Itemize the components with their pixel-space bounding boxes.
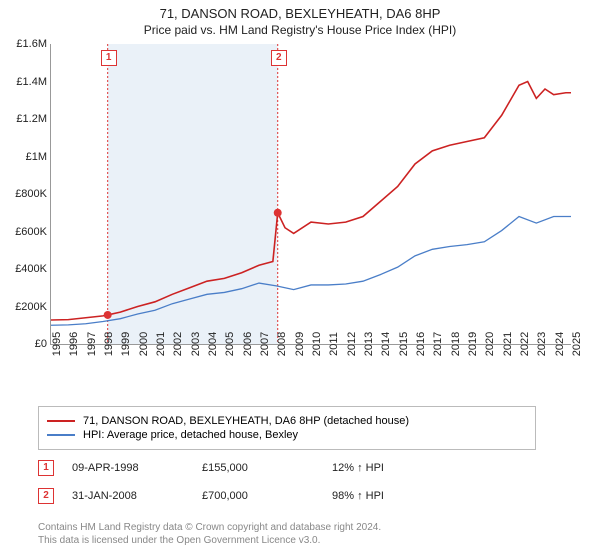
- sale-2-marker: 2: [271, 50, 287, 66]
- chart-title: 71, DANSON ROAD, BEXLEYHEATH, DA6 8HP: [0, 6, 600, 21]
- sale-period-shade: [108, 44, 278, 344]
- y-tick: £200K: [3, 301, 47, 313]
- y-tick: £1.4M: [3, 76, 47, 88]
- sale-row-1: 1 09-APR-1998 £155,000 12% ↑ HPI: [38, 460, 558, 476]
- sale-1-delta: 12% ↑ HPI: [332, 462, 462, 474]
- sale-2-dot: [274, 209, 282, 217]
- plot: £0£200K£400K£600K£800K£1M£1.2M£1.4M£1.6M…: [50, 44, 571, 345]
- footnote: Contains HM Land Registry data © Crown c…: [38, 522, 558, 547]
- legend-label-property: 71, DANSON ROAD, BEXLEYHEATH, DA6 8HP (d…: [83, 415, 409, 427]
- y-tick: £1.2M: [3, 113, 47, 125]
- sale-2-date: 31-JAN-2008: [72, 490, 202, 502]
- chart-subtitle: Price paid vs. HM Land Registry's House …: [0, 23, 600, 37]
- sale-2-price: £700,000: [202, 490, 332, 502]
- chart-area: £0£200K£400K£600K£800K£1M£1.2M£1.4M£1.6M…: [50, 44, 570, 369]
- sale-1-dot: [104, 311, 112, 319]
- y-tick: £1M: [3, 151, 47, 163]
- sale-2-delta: 98% ↑ HPI: [332, 490, 462, 502]
- sale-1-marker: 1: [101, 50, 117, 66]
- legend-swatch-hpi: [47, 434, 75, 436]
- sale-row-2: 2 31-JAN-2008 £700,000 98% ↑ HPI: [38, 488, 558, 504]
- sale-1-price: £155,000: [202, 462, 332, 474]
- footnote-line-1: Contains HM Land Registry data © Crown c…: [38, 522, 558, 535]
- legend: 71, DANSON ROAD, BEXLEYHEATH, DA6 8HP (d…: [38, 406, 536, 450]
- legend-label-hpi: HPI: Average price, detached house, Bexl…: [83, 429, 298, 441]
- chart-svg: [51, 44, 571, 344]
- legend-swatch-property: [47, 420, 75, 422]
- x-tick: 2025: [571, 332, 599, 356]
- footnote-line-2: This data is licensed under the Open Gov…: [38, 535, 558, 548]
- y-tick: £600K: [3, 226, 47, 238]
- legend-row-hpi: HPI: Average price, detached house, Bexl…: [47, 429, 527, 441]
- y-tick: £0: [3, 338, 47, 350]
- y-tick: £800K: [3, 188, 47, 200]
- legend-row-property: 71, DANSON ROAD, BEXLEYHEATH, DA6 8HP (d…: [47, 415, 527, 427]
- sale-1-date: 09-APR-1998: [72, 462, 202, 474]
- y-tick: £400K: [3, 263, 47, 275]
- title-block: 71, DANSON ROAD, BEXLEYHEATH, DA6 8HP Pr…: [0, 0, 600, 37]
- sale-2-badge: 2: [38, 488, 54, 504]
- sale-1-badge: 1: [38, 460, 54, 476]
- y-tick: £1.6M: [3, 38, 47, 50]
